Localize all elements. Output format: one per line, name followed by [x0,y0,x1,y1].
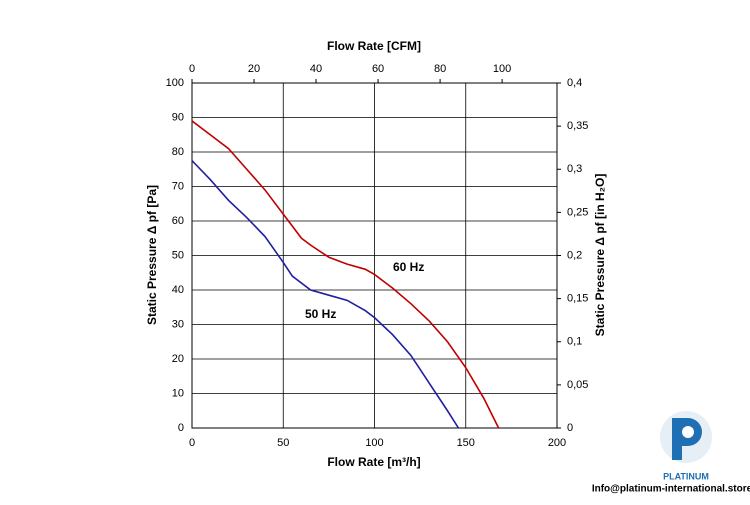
y-tick-label: 40 [172,284,184,296]
x-tick-label: 50 [277,437,289,449]
y-tick-label: 60 [172,215,184,227]
series-line [191,120,500,429]
series-label: 50 Hz [305,307,336,321]
y2-tick-label: 0,3 [567,163,582,175]
y-tick-label: 90 [172,111,184,123]
y2-tick-label: 0,2 [567,249,582,261]
series-label: 60 Hz [393,260,424,274]
x2-tick-label: 60 [372,63,384,75]
logo [660,411,712,463]
y2-tick-label: 0 [567,422,573,434]
x-tick-label: 200 [548,437,566,449]
x-tick-label: 100 [365,437,383,449]
x2-tick-label: 20 [248,63,260,75]
y2-axis-title: Static Pressure Δ pf [in H₂O] [593,174,607,337]
y-tick-label: 10 [172,387,184,399]
x-tick-label: 150 [457,437,475,449]
y-tick-label: 0 [178,422,184,434]
y-tick-label: 20 [172,353,184,365]
y2-tick-label: 0,05 [567,379,588,391]
y-tick-label: 100 [166,77,184,89]
logo-p-hole [682,426,694,438]
x2-tick-label: 80 [434,63,446,75]
y2-tick-label: 0,15 [567,293,588,305]
y2-tick-label: 0,25 [567,206,588,218]
logo-text: PLATINUM [663,471,709,481]
y2-tick-label: 0,4 [567,77,582,89]
logo-p [672,418,702,460]
x-axis-title: Flow Rate [m³/h] [327,455,420,469]
x2-axis-title: Flow Rate [CFM] [327,39,421,53]
x-tick-label: 0 [189,437,195,449]
x2-tick-label: 40 [310,63,322,75]
y2-tick-label: 0,35 [567,120,588,132]
y2-tick-label: 0,1 [567,336,582,348]
footer: Info@platinum-international.store [592,484,750,495]
x2-tick-label: 100 [493,63,511,75]
y-tick-label: 30 [172,318,184,330]
y-tick-label: 80 [172,146,184,158]
y-tick-label: 50 [172,249,184,261]
y-axis-title: Static Pressure Δ pf [Pa] [145,185,159,325]
y-tick-label: 70 [172,180,184,192]
series-line [191,160,460,429]
x2-tick-label: 0 [189,63,195,75]
